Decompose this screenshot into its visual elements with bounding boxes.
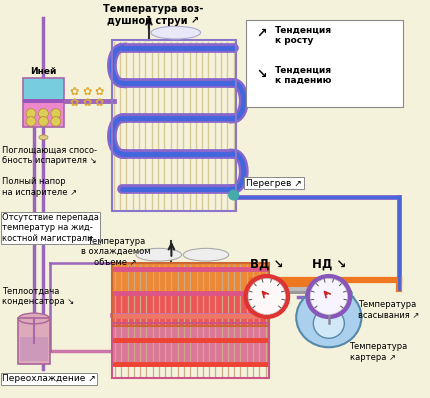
Ellipse shape [39, 135, 48, 140]
Text: Температура
картера ↗: Температура картера ↗ [350, 342, 408, 362]
Bar [23, 78, 64, 100]
Circle shape [313, 308, 344, 338]
Bar [249, 291, 347, 295]
Text: Полный напор
на испарителе ↗: Полный напор на испарителе ↗ [2, 177, 77, 197]
Bar [18, 318, 49, 364]
Text: Температура
всасывания ↗: Температура всасывания ↗ [358, 300, 419, 320]
Bar [249, 287, 347, 291]
Circle shape [51, 117, 61, 126]
Bar [246, 20, 403, 107]
Circle shape [310, 279, 347, 314]
Ellipse shape [136, 248, 181, 261]
Text: ↗: ↗ [256, 27, 267, 40]
Text: Переохлаждение ↗: Переохлаждение ↗ [2, 375, 96, 383]
Bar [112, 295, 269, 326]
Circle shape [26, 109, 36, 118]
Circle shape [248, 279, 286, 314]
Circle shape [38, 117, 49, 126]
Text: НД ↘: НД ↘ [312, 257, 346, 270]
Bar [112, 263, 269, 295]
Ellipse shape [183, 248, 229, 261]
Circle shape [26, 117, 36, 126]
Bar [23, 99, 64, 103]
Text: ВД ↘: ВД ↘ [250, 257, 283, 270]
Text: Тенденция
к падению: Тенденция к падению [275, 65, 332, 85]
Text: Температура
в охлаждаемом
объеме ↗: Температура в охлаждаемом объеме ↗ [81, 237, 150, 267]
Text: ✿: ✿ [82, 98, 92, 109]
Text: Отсутствие перепада
температур на жид-
костной магистрали: Отсутствие перепада температур на жид- к… [2, 213, 99, 243]
Ellipse shape [306, 284, 352, 303]
Text: Тенденция
к росту: Тенденция к росту [275, 26, 332, 45]
Text: Температура воз-
душной струи ↗: Температура воз- душной струи ↗ [103, 4, 203, 26]
Ellipse shape [151, 26, 201, 39]
Circle shape [244, 275, 289, 318]
Text: ✿: ✿ [70, 86, 79, 97]
Bar [23, 100, 64, 127]
Ellipse shape [296, 287, 361, 347]
Circle shape [51, 109, 61, 118]
Circle shape [306, 275, 352, 318]
Text: Перегрев ↗: Перегрев ↗ [246, 179, 302, 187]
Bar [112, 263, 269, 326]
Bar [18, 318, 49, 364]
Bar [112, 326, 269, 367]
Bar [23, 78, 64, 127]
Ellipse shape [18, 313, 49, 324]
Bar [249, 277, 347, 288]
Text: ✿: ✿ [82, 86, 92, 97]
Text: Теплоотдача
конденсатора ↘: Теплоотдача конденсатора ↘ [2, 287, 74, 306]
Bar [20, 337, 48, 361]
Text: ✿: ✿ [95, 98, 104, 109]
Text: Иней: Иней [30, 66, 57, 76]
Text: ✿: ✿ [70, 98, 79, 109]
Circle shape [229, 190, 239, 200]
Text: Поглощающая спосо-
бность испарителя ↘: Поглощающая спосо- бность испарителя ↘ [2, 145, 97, 165]
Bar [112, 323, 269, 378]
Bar [112, 40, 236, 211]
Circle shape [38, 109, 49, 118]
Text: ✿: ✿ [95, 86, 104, 97]
Text: ↘: ↘ [256, 68, 267, 81]
